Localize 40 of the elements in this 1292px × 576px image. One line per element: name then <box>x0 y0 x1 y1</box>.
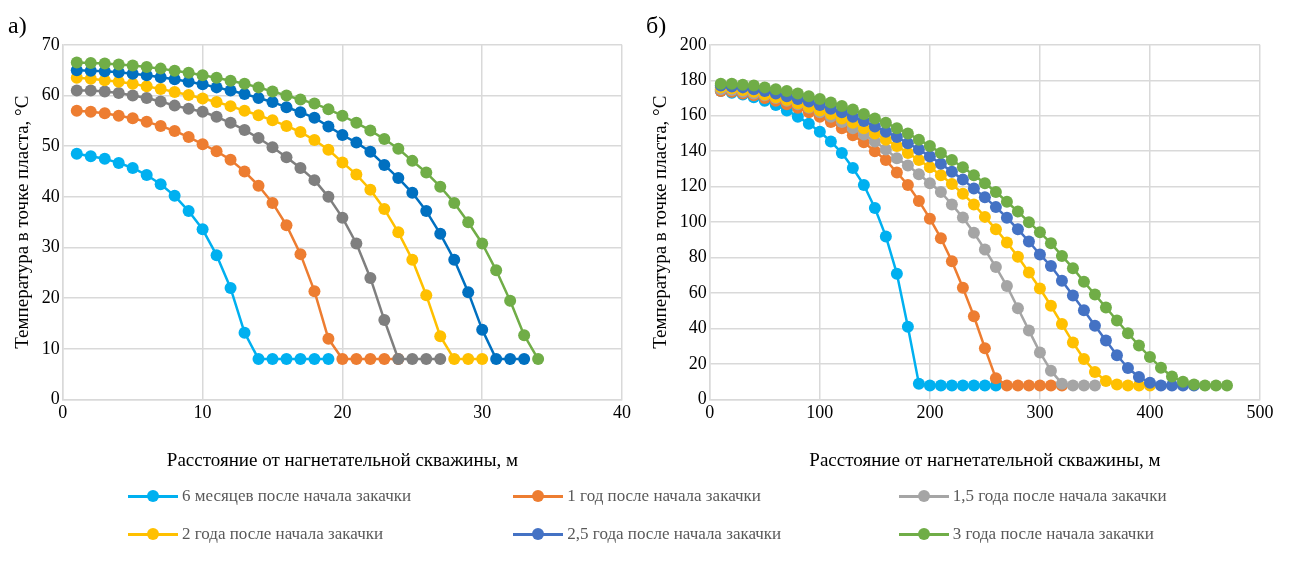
y-tick-label: 70 <box>41 33 60 54</box>
x-axis-title: Расстояние от нагнетательной скважины, м <box>166 448 518 470</box>
x-tick-label: 300 <box>1026 402 1054 423</box>
y-tick-label: 10 <box>41 337 60 358</box>
chart-title: а) <box>8 11 27 38</box>
x-tick-label: 40 <box>613 402 631 423</box>
x-tick-label: 500 <box>1246 402 1274 423</box>
y-tick-label: 200 <box>679 33 707 54</box>
y-tick-label: 100 <box>679 210 707 231</box>
x-tick-label: 30 <box>473 402 492 423</box>
x-axis-title: Расстояние от нагнетательной скважины, м <box>809 448 1161 470</box>
y-tick-label: 80 <box>688 246 707 267</box>
y-tick-label: 60 <box>41 84 60 105</box>
chart-title: б) <box>646 11 667 38</box>
y-tick-label: 40 <box>688 317 707 338</box>
legend-label: 1 год после начала закачки <box>567 486 761 506</box>
y-tick-label: 20 <box>41 286 60 307</box>
legend-label: 3 года после начала закачки <box>952 524 1154 544</box>
y-tick-label: 0 <box>50 388 60 409</box>
x-tick-label: 20 <box>333 402 352 423</box>
y-tick-label: 30 <box>41 236 60 257</box>
legend-label: 1,5 года после начала закачки <box>952 486 1167 506</box>
legend-label: 2,5 года после начала закачки <box>567 524 782 544</box>
y-tick-label: 20 <box>688 352 707 373</box>
y-tick-label: 140 <box>679 139 707 160</box>
x-tick-label: 10 <box>193 402 212 423</box>
x-tick-label: 400 <box>1136 402 1164 423</box>
y-tick-label: 160 <box>679 104 707 125</box>
y-axis-title: Температура в точке пласта, °С <box>649 95 671 349</box>
x-tick-label: 100 <box>806 402 834 423</box>
legend-label: 2 года после начала закачки <box>182 524 384 544</box>
y-tick-label: 120 <box>679 175 707 196</box>
y-tick-label: 50 <box>41 134 60 155</box>
legend-label: 6 месяцев после начала закачки <box>182 486 412 506</box>
y-tick-label: 0 <box>697 388 707 409</box>
y-tick-label: 180 <box>679 69 707 90</box>
y-axis-title: Температура в точке пласта, °C <box>11 95 33 349</box>
y-tick-label: 60 <box>688 281 707 302</box>
y-tick-label: 40 <box>41 185 60 206</box>
x-tick-label: 200 <box>916 402 944 423</box>
